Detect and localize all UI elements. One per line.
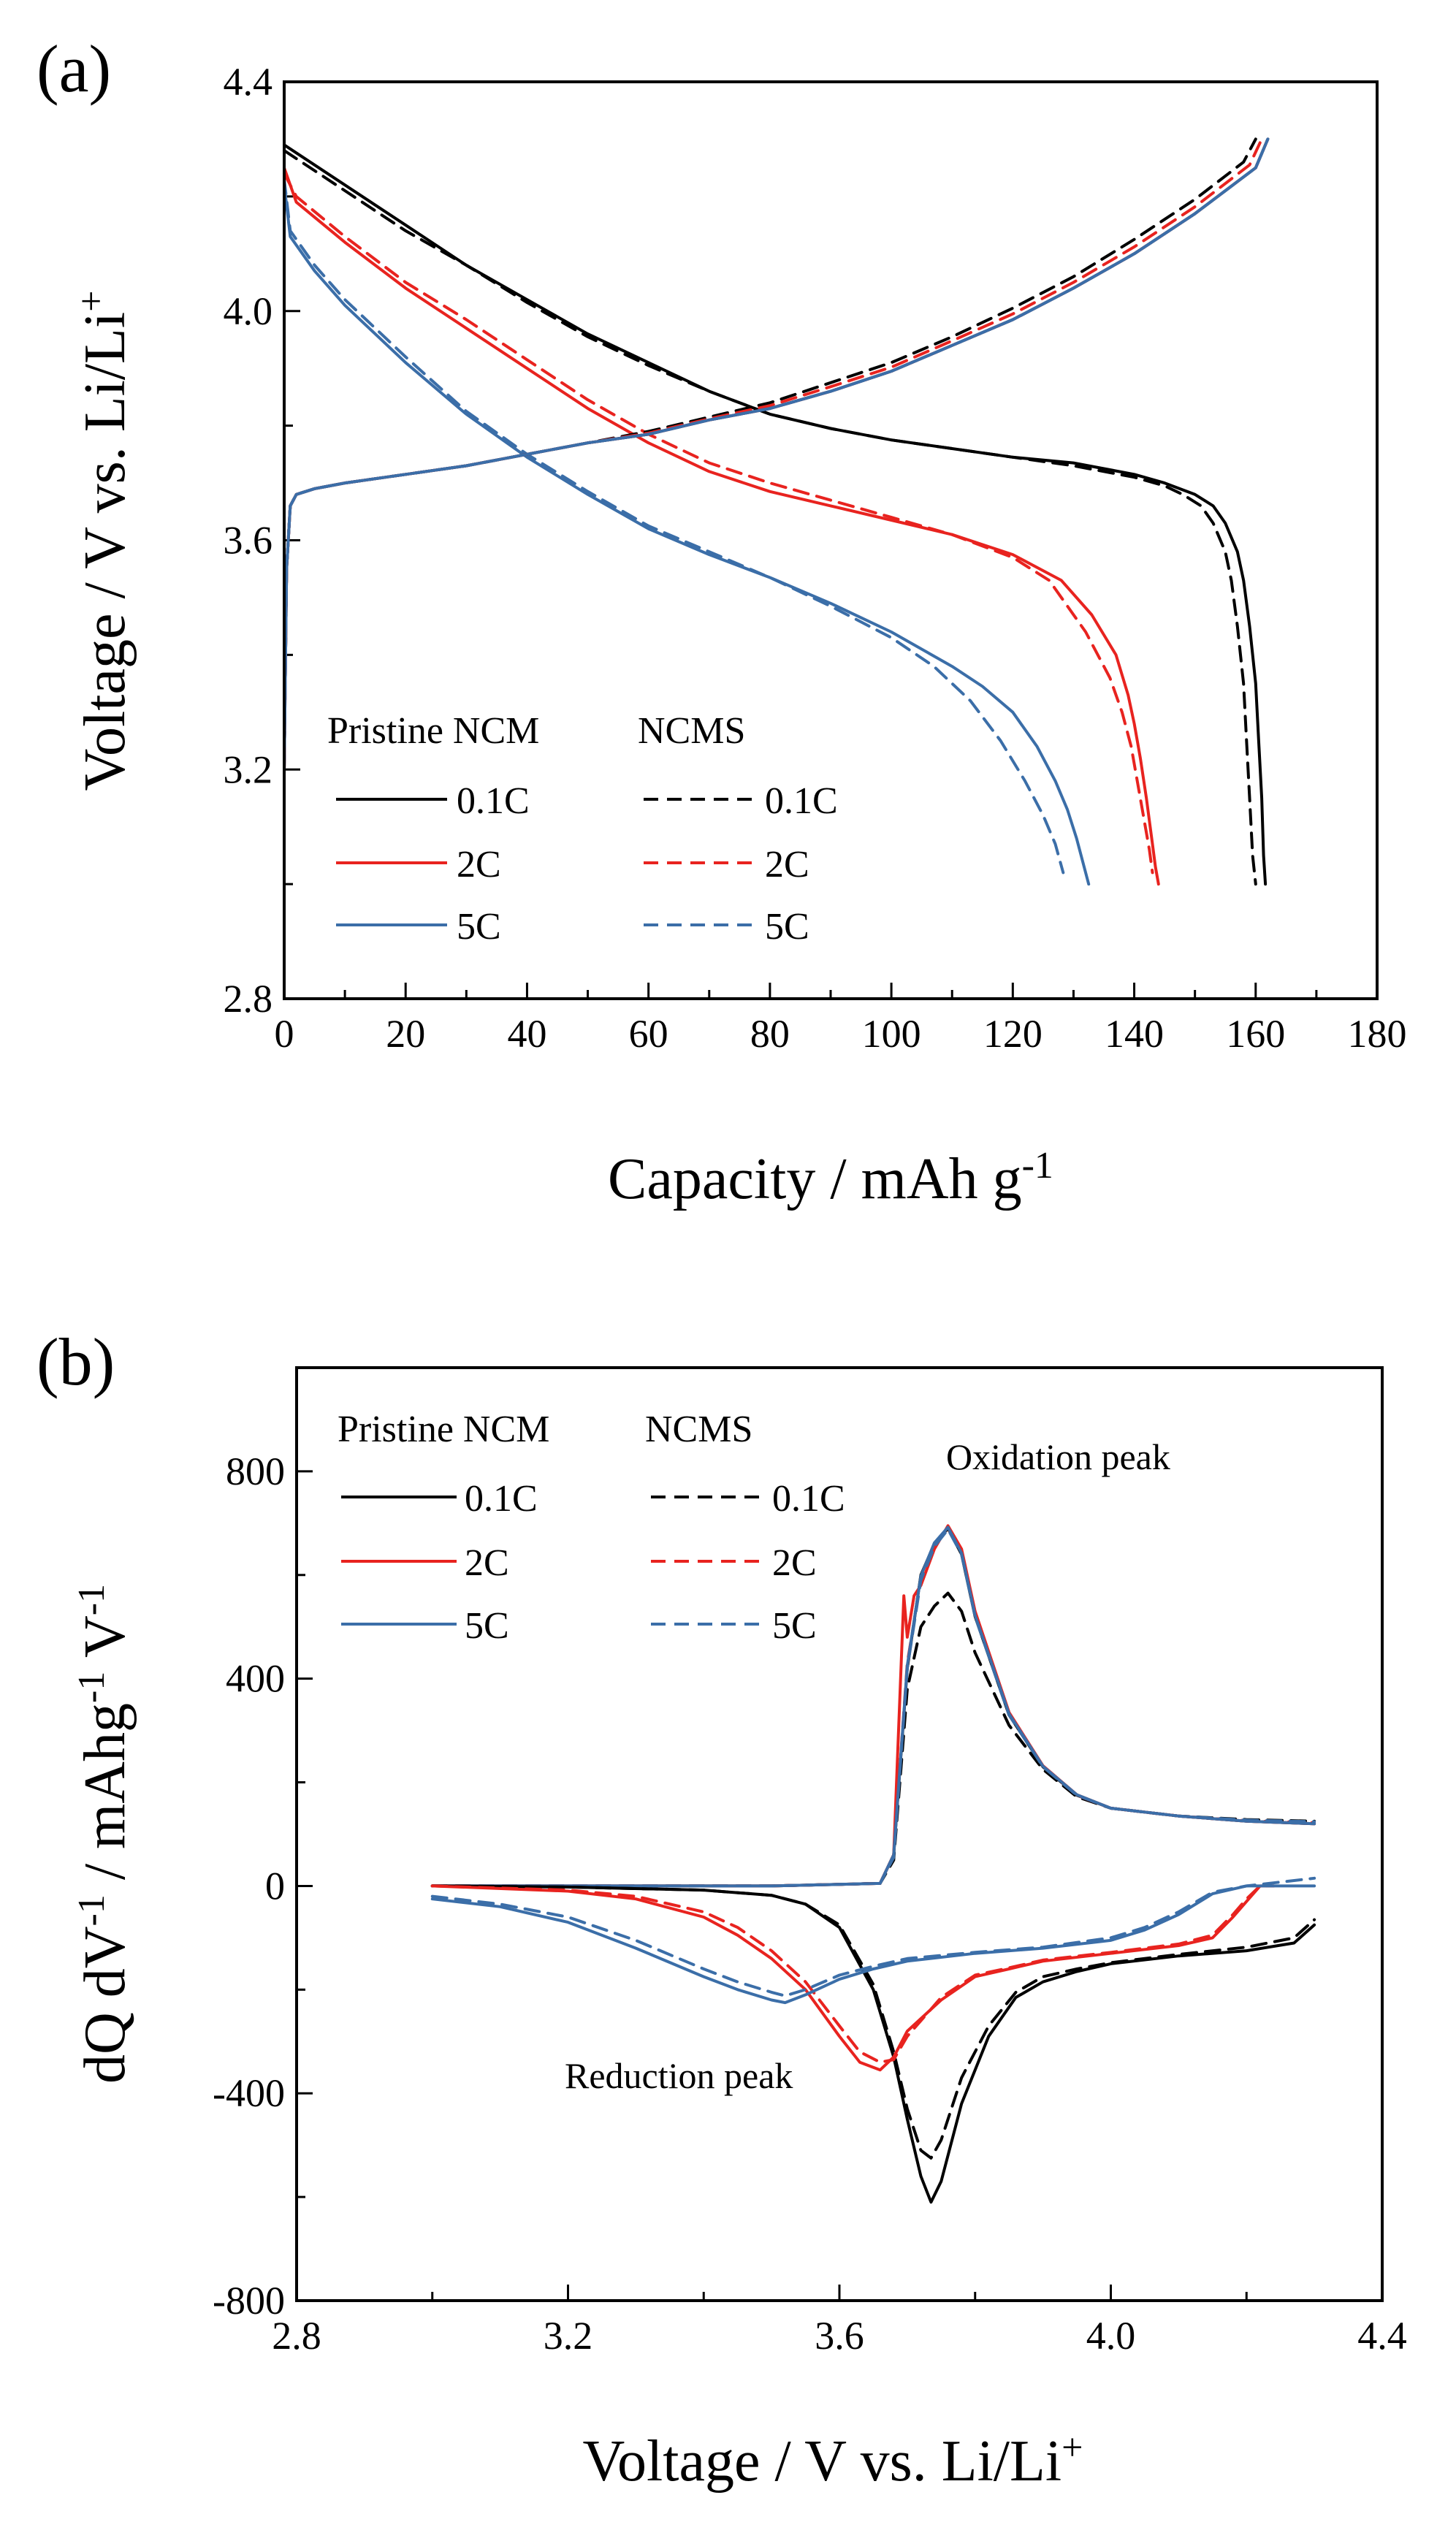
panel-b-series-pristine-ncm-5c-reduction <box>430 1884 1316 2005</box>
panel-b-legend-header-ncms: NCMS <box>645 1409 752 1450</box>
panel-a-x-tick-label: 120 <box>983 1012 1043 1056</box>
panel-b-series-ncms-5c-reduction <box>430 1876 1316 1997</box>
panel-b-legend-label-ncms-5c: 5C <box>772 1605 817 1647</box>
panel-a-series-pristine-ncm-2c-discharge <box>283 166 1160 886</box>
panel-a-x-tick-label: 80 <box>750 1012 790 1056</box>
panel-a: (a) 0 20 40 60 80 100 120 140 160 180 2.8 3.2 3.6 4.0… <box>37 31 1407 1211</box>
panel-a-label: (a) <box>37 31 111 106</box>
panel-a-series-ncms-5c-discharge <box>283 178 1065 875</box>
panel-a-y-axis-title: Voltage / V vs. Li/Li+ <box>71 291 137 791</box>
panel-b-legend-label-pristine-0.1c: 0.1C <box>465 1478 538 1520</box>
panel-a-x-tick-label: 60 <box>629 1012 668 1056</box>
panel-a-x-tick-label: 160 <box>1226 1012 1285 1056</box>
panel-b-series-pristine-ncm-2c-reduction <box>430 1884 1276 2072</box>
panel-a-y-tick-label: 4.4 <box>224 60 273 104</box>
panel-a-legend-label-ncms-5c: 5C <box>765 906 809 948</box>
panel-a-series-ncms-0.1c-discharge <box>283 149 1257 886</box>
panel-a-legend-label-pristine-5c: 5C <box>457 906 501 948</box>
panel-a-ticks: 0 20 40 60 80 100 120 140 160 180 2.8 3.2 3.6 4.0 4.4 <box>224 60 1407 1056</box>
panel-a-y-tick-label: 4.0 <box>224 289 273 333</box>
panel-a-y-tick-label: 3.6 <box>224 519 273 563</box>
panel-b-plot-frame <box>295 1366 1384 2302</box>
panel-b-x-tick-label: 3.2 <box>544 2314 593 2358</box>
panel-a-x-tick-label: 140 <box>1105 1012 1164 1056</box>
panel-b-series-ncms-0.1c-reduction <box>430 1884 1316 2160</box>
panel-b-y-tick-label: 800 <box>226 1449 285 1493</box>
panel-b-label: (b) <box>37 1325 115 1399</box>
panel-a-legend-header-ncms: NCMS <box>638 710 745 752</box>
panel-a-series-pristine-ncm-0.1c-discharge <box>283 143 1268 886</box>
panel-b-x-tick-label: 4.0 <box>1086 2314 1136 2358</box>
panel-a-legend-label-ncms-2c: 2C <box>765 844 809 885</box>
panel-b-x-tick-label: 2.8 <box>272 2314 321 2358</box>
oxidation-peak-annotation: Oxidation peak <box>946 1436 1170 1477</box>
panel-a-y-tick-label: 2.8 <box>224 977 273 1021</box>
panel-a-series-ncms-2c-discharge <box>283 172 1154 875</box>
panel-b-legend-label-ncms-2c: 2C <box>772 1542 817 1584</box>
panel-b-y-tick-label: -400 <box>213 2071 285 2115</box>
panel-a-legend-label-ncms-0.1c: 0.1C <box>765 780 838 822</box>
panel-b-y-tick-label: -800 <box>213 2279 285 2323</box>
panel-a-x-tick-label: 0 <box>275 1012 294 1056</box>
panel-a-x-tick-label: 100 <box>862 1012 921 1056</box>
panel-b-y-tick-label: 400 <box>226 1657 285 1701</box>
panel-b-x-tick-label: 4.4 <box>1357 2314 1407 2358</box>
panel-b-legend-label-ncms-0.1c: 0.1C <box>772 1478 845 1520</box>
panel-b-x-tick-label: 3.6 <box>815 2314 864 2358</box>
panel-a-x-axis-title: Capacity / mAh g-1 <box>608 1145 1053 1211</box>
panel-a-x-tick-label: 180 <box>1348 1012 1407 1056</box>
panel-b: (b) 2.8 3.2 3.6 4.0 4.4 -800 -400 0 400 800 Prist… <box>37 1325 1407 2494</box>
panel-b-legend-label-pristine-2c: 2C <box>465 1542 509 1584</box>
panel-a-x-tick-label: 40 <box>507 1012 546 1056</box>
panel-a-series-ncms-5c-charge <box>283 137 1270 772</box>
panel-a-curves <box>283 137 1270 886</box>
panel-b-y-tick-label: 0 <box>265 1864 285 1908</box>
panel-b-series-ncms-5c-oxidation <box>430 1528 1316 1888</box>
panel-a-legend-label-pristine-0.1c: 0.1C <box>457 780 530 822</box>
panel-b-x-axis-title: Voltage / V vs. Li/Li+ <box>583 2427 1083 2494</box>
panel-a-legend-header-pristine: Pristine NCM <box>327 710 539 752</box>
panel-b-y-axis-title: dQ dV-1 / mAhg-1 V-1 <box>71 1584 137 2084</box>
panel-a-plot-frame <box>283 80 1379 1000</box>
reduction-peak-annotation: Reduction peak <box>565 2055 793 2096</box>
panel-b-legend: Pristine NCM NCMS 0.1C 0.1C 2C 2C 5C 5C <box>338 1409 845 1647</box>
panel-b-legend-header-pristine: Pristine NCM <box>338 1409 549 1450</box>
panel-b-legend-label-pristine-5c: 5C <box>465 1605 509 1647</box>
panel-a-legend: Pristine NCM NCMS 0.1C 0.1C 2C 2C 5C 5C <box>327 710 838 948</box>
panel-a-x-tick-label: 20 <box>386 1012 425 1056</box>
panel-b-ticks: 2.8 3.2 3.6 4.0 4.4 -800 -400 0 400 800 <box>213 1449 1407 2358</box>
panel-b-curves <box>430 1524 1316 2204</box>
panel-a-y-tick-label: 3.2 <box>224 747 273 791</box>
panel-a-legend-label-pristine-2c: 2C <box>457 844 501 885</box>
panel-b-series-ncms-2c-reduction <box>430 1884 1276 2064</box>
